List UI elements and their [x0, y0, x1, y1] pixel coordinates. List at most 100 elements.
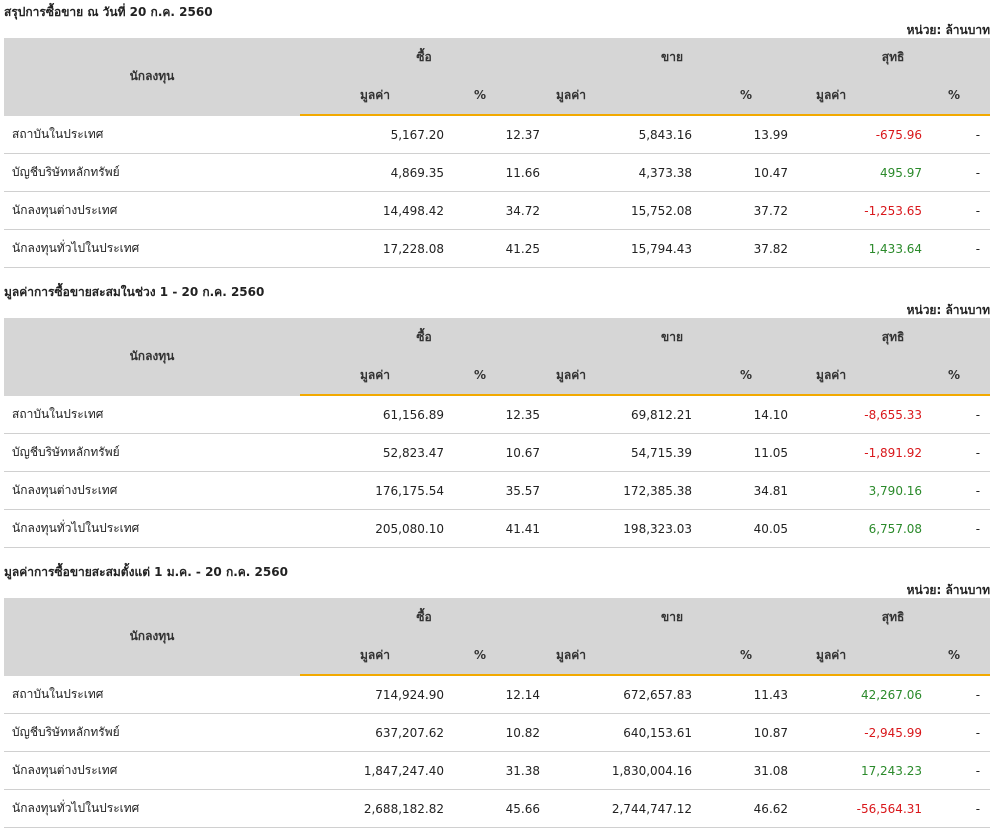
buy-value: 14,498.42 — [300, 191, 452, 230]
buy-value: 637,207.62 — [300, 713, 452, 752]
sell-pct: 46.62 — [700, 789, 797, 828]
sell-value: 69,812.21 — [548, 395, 701, 434]
header-buy-pct: % — [452, 636, 549, 676]
sell-value: 4,373.38 — [548, 153, 701, 192]
sell-value: 54,715.39 — [548, 433, 701, 472]
summary-section: มูลค่าการซื้อขายสะสมในช่วง 1 - 20 ก.ค. 2… — [0, 282, 990, 548]
buy-value: 714,924.90 — [300, 675, 452, 714]
header-net: สุทธิ — [796, 598, 990, 636]
net-pct: - — [926, 789, 990, 828]
table-row: บัญชีบริษัทหลักทรัพย์ 52,823.47 10.67 54… — [4, 433, 990, 472]
buy-pct: 12.37 — [452, 115, 549, 154]
unit-label: หน่วย: ล้านบาท — [906, 583, 990, 597]
buy-pct: 10.82 — [452, 713, 549, 752]
sell-value: 15,794.43 — [548, 229, 701, 268]
sell-value: 2,744,747.12 — [548, 789, 701, 828]
investor-name: บัญชีบริษัทหลักทรัพย์ — [4, 153, 300, 192]
header-net-pct: % — [926, 76, 990, 116]
summary-table: นักลงทุน ซื้อ ขาย สุทธิ มูลค่า % มูลค่า … — [4, 598, 990, 828]
header-buy-value: มูลค่า — [300, 636, 452, 676]
header-net-pct: % — [926, 636, 990, 676]
sell-pct: 34.81 — [700, 471, 797, 510]
header-sell: ขาย — [548, 598, 797, 636]
net-value: -2,945.99 — [796, 713, 927, 752]
net-pct: - — [926, 191, 990, 230]
buy-pct: 11.66 — [452, 153, 549, 192]
table-row: สถาบันในประเทศ 714,924.90 12.14 672,657.… — [4, 675, 990, 714]
unit-label: หน่วย: ล้านบาท — [906, 23, 990, 37]
header-net-value: มูลค่า — [796, 356, 927, 396]
sell-value: 672,657.83 — [548, 675, 701, 714]
table-row: นักลงทุนต่างประเทศ 176,175.54 35.57 172,… — [4, 471, 990, 510]
sell-value: 640,153.61 — [548, 713, 701, 752]
header-sell: ขาย — [548, 318, 797, 356]
section-title: มูลค่าการซื้อขายสะสมในช่วง 1 - 20 ก.ค. 2… — [4, 285, 265, 299]
net-value: -675.96 — [796, 115, 927, 154]
sell-value: 5,843.16 — [548, 115, 701, 154]
investor-name: นักลงทุนทั่วไปในประเทศ — [4, 509, 300, 548]
investor-name: สถาบันในประเทศ — [4, 675, 300, 714]
buy-value: 205,080.10 — [300, 509, 452, 548]
header-sell-pct: % — [700, 356, 797, 396]
header-net-value: มูลค่า — [796, 76, 927, 116]
table-row: นักลงทุนต่างประเทศ 14,498.42 34.72 15,75… — [4, 191, 990, 230]
header-sell: ขาย — [548, 38, 797, 76]
sell-pct: 11.05 — [700, 433, 797, 472]
buy-pct: 12.35 — [452, 395, 549, 434]
header-row-sub: มูลค่า % มูลค่า % มูลค่า % — [4, 636, 990, 676]
sell-pct: 40.05 — [700, 509, 797, 548]
header-buy: ซื้อ — [300, 38, 549, 76]
header-row-group: นักลงทุน ซื้อ ขาย สุทธิ — [4, 38, 990, 116]
net-pct: - — [926, 229, 990, 268]
sell-value: 15,752.08 — [548, 191, 701, 230]
net-value: 495.97 — [796, 153, 927, 192]
header-buy-pct: % — [452, 76, 549, 116]
buy-pct: 45.66 — [452, 789, 549, 828]
sell-value: 1,830,004.16 — [548, 751, 701, 790]
net-pct: - — [926, 153, 990, 192]
header-sell-pct: % — [700, 76, 797, 116]
header-net: สุทธิ — [796, 38, 990, 76]
net-pct: - — [926, 713, 990, 752]
header-buy: ซื้อ — [300, 318, 549, 356]
net-value: 42,267.06 — [796, 675, 927, 714]
header-investor: นักลงทุน — [4, 598, 300, 676]
header-row-sub: มูลค่า % มูลค่า % มูลค่า % — [4, 356, 990, 396]
investor-name: นักลงทุนทั่วไปในประเทศ — [4, 789, 300, 828]
buy-pct: 41.25 — [452, 229, 549, 268]
net-pct: - — [926, 433, 990, 472]
header-sell-pct: % — [700, 636, 797, 676]
table-row: นักลงทุนต่างประเทศ 1,847,247.40 31.38 1,… — [4, 751, 990, 790]
sell-value: 172,385.38 — [548, 471, 701, 510]
header-sell-value: มูลค่า — [548, 356, 701, 396]
investor-name: นักลงทุนต่างประเทศ — [4, 471, 300, 510]
investor-name: สถาบันในประเทศ — [4, 115, 300, 154]
header-investor: นักลงทุน — [4, 318, 300, 396]
table-row: บัญชีบริษัทหลักทรัพย์ 637,207.62 10.82 6… — [4, 713, 990, 752]
table-row: สถาบันในประเทศ 5,167.20 12.37 5,843.16 1… — [4, 115, 990, 154]
header-sell-value: มูลค่า — [548, 76, 701, 116]
sell-pct: 31.08 — [700, 751, 797, 790]
header-investor: นักลงทุน — [4, 38, 300, 116]
header-row-sub: มูลค่า % มูลค่า % มูลค่า % — [4, 76, 990, 116]
buy-value: 5,167.20 — [300, 115, 452, 154]
sell-value: 198,323.03 — [548, 509, 701, 548]
header-net-value: มูลค่า — [796, 636, 927, 676]
sell-pct: 10.87 — [700, 713, 797, 752]
header-buy: ซื้อ — [300, 598, 549, 636]
investor-name: บัญชีบริษัทหลักทรัพย์ — [4, 433, 300, 472]
header-buy-value: มูลค่า — [300, 76, 452, 116]
net-pct: - — [926, 395, 990, 434]
table-row: บัญชีบริษัทหลักทรัพย์ 4,869.35 11.66 4,3… — [4, 153, 990, 192]
summary-section: มูลค่าการซื้อขายสะสมตั้งแต่ 1 ม.ค. - 20 … — [0, 562, 990, 828]
header-row-group: นักลงทุน ซื้อ ขาย สุทธิ — [4, 598, 990, 676]
header-net: สุทธิ — [796, 318, 990, 356]
sell-pct: 13.99 — [700, 115, 797, 154]
buy-pct: 12.14 — [452, 675, 549, 714]
sell-pct: 10.47 — [700, 153, 797, 192]
sell-pct: 37.72 — [700, 191, 797, 230]
investor-name: สถาบันในประเทศ — [4, 395, 300, 434]
net-value: -1,253.65 — [796, 191, 927, 230]
header-row-group: นักลงทุน ซื้อ ขาย สุทธิ — [4, 318, 990, 396]
